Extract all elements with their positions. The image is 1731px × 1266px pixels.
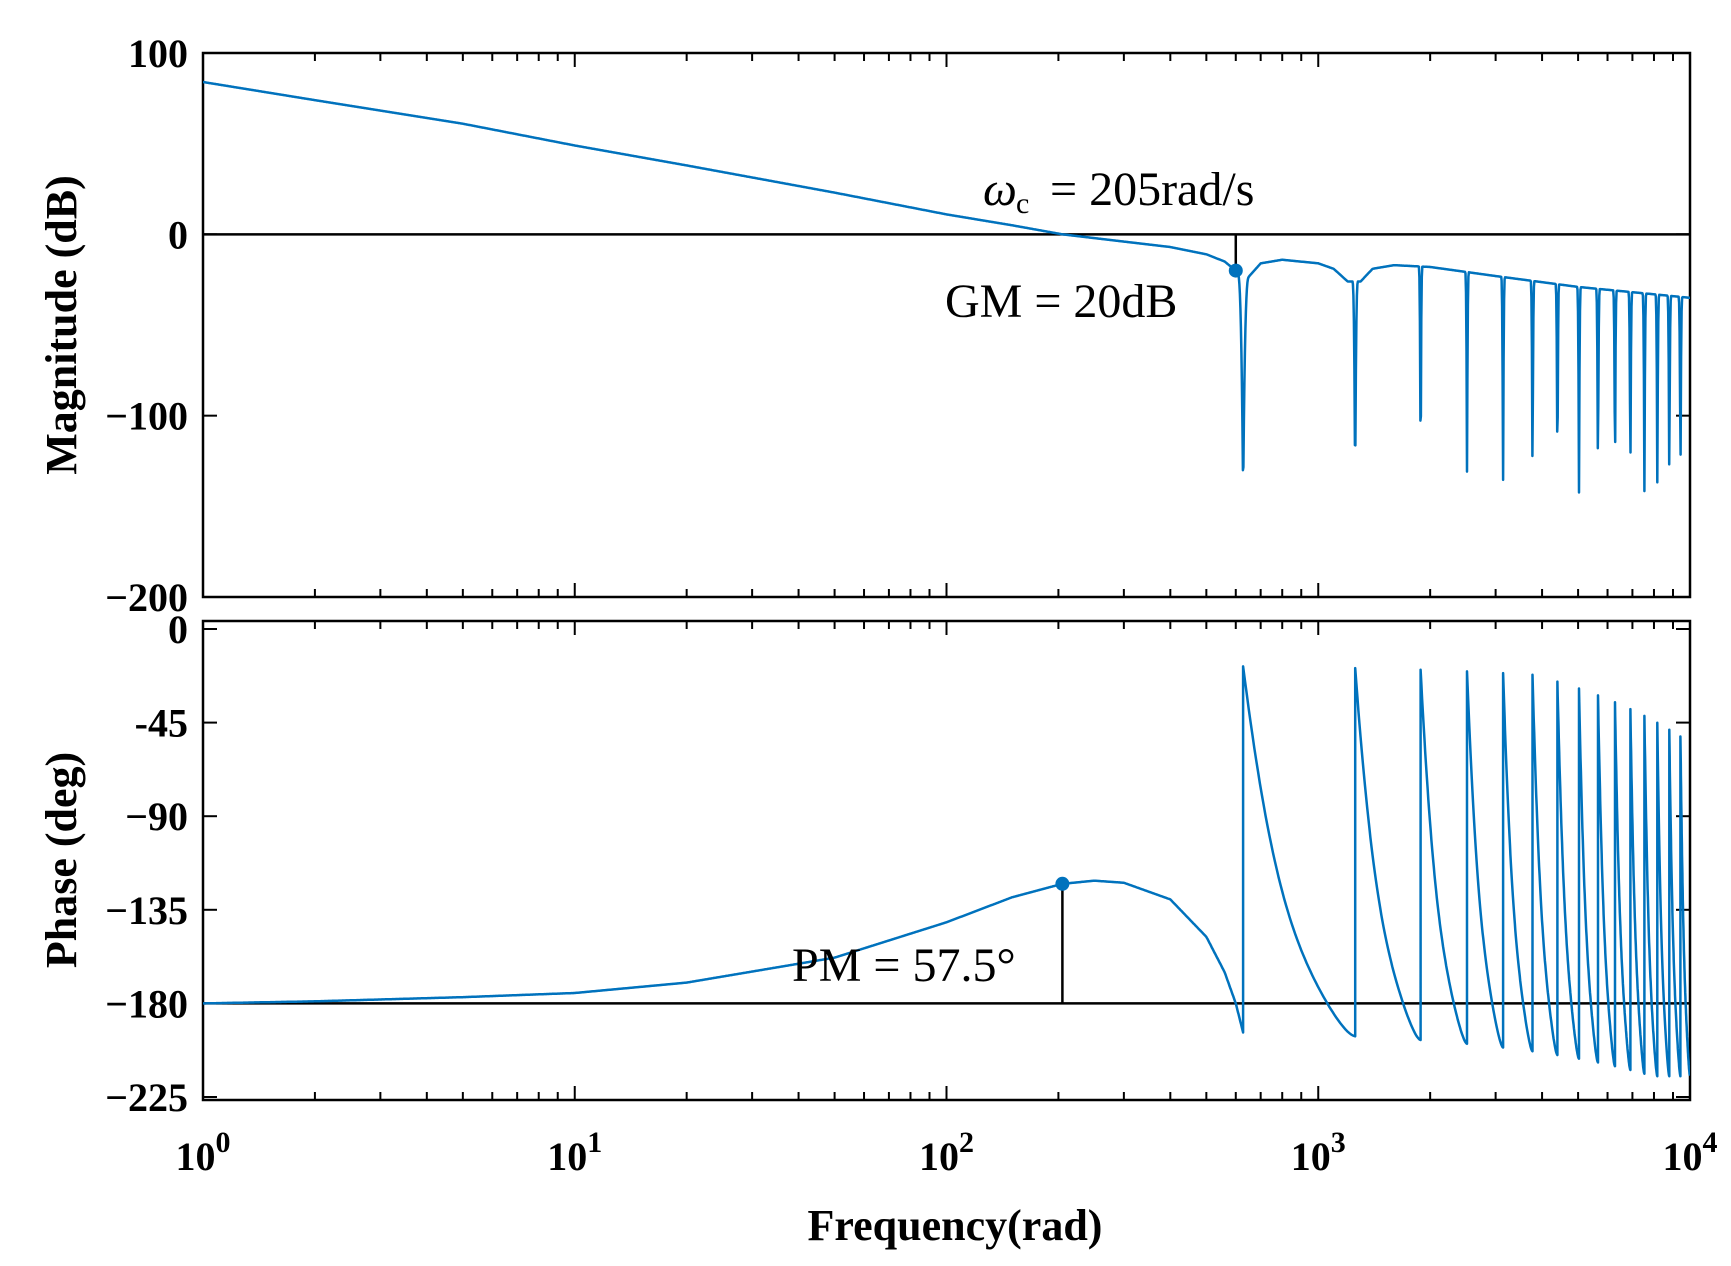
magnitude-y-axis-title: Magnitude (dB) xyxy=(37,175,86,474)
phase-y-tick-label: -45 xyxy=(135,701,188,746)
x-tick-label: 100 xyxy=(176,1126,231,1179)
phase-ticks xyxy=(202,621,1690,1100)
x-axis-title: Frequency(rad) xyxy=(808,1201,1103,1250)
magnitude-y-tick-label: −100 xyxy=(105,394,188,439)
magnitude-y-tick-labels: 100 0 −100 −200 xyxy=(105,31,188,620)
phase-y-tick-label: −135 xyxy=(105,888,188,933)
wc-symbol: ω xyxy=(983,163,1017,216)
phase-y-tick-label: −225 xyxy=(105,1075,188,1120)
phase-y-tick-label: 0 xyxy=(168,607,188,652)
phase-y-tick-label: −180 xyxy=(105,981,188,1026)
magnitude-series-line xyxy=(203,80,1690,494)
phase-series-line xyxy=(203,665,1690,1078)
magnitude-ticks xyxy=(202,52,1690,598)
x-tick-labels: 100 101 102 103 104 xyxy=(176,1126,1718,1179)
wc-annotation: = 205rad/s xyxy=(1050,163,1254,216)
magnitude-y-tick-label: 0 xyxy=(168,212,188,257)
gm-marker-point xyxy=(1228,263,1243,278)
magnitude-y-tick-label: 100 xyxy=(128,31,188,76)
phase-y-tick-label: −90 xyxy=(125,794,188,839)
pm-marker-point xyxy=(1055,876,1070,891)
magnitude-y-tick-label: −200 xyxy=(105,575,188,620)
phase-y-tick-labels: 0 -45 −90 −135 −180 −225 xyxy=(105,607,188,1120)
phase-y-axis-title: Phase (deg) xyxy=(37,752,86,968)
wc-subscript: c xyxy=(1016,187,1029,220)
magnitude-panel: 100 0 −100 −200 ω c = 205rad/s GM = 20dB Ma… xyxy=(37,31,1692,620)
x-tick-label: 104 xyxy=(1663,1126,1718,1179)
gm-annotation: GM = 20dB xyxy=(945,275,1177,328)
x-tick-label: 103 xyxy=(1291,1126,1346,1179)
phase-panel: 0 -45 −90 −135 −180 −225 PM = 57.5° Phase (de… xyxy=(37,607,1718,1250)
x-tick-label: 101 xyxy=(547,1126,602,1179)
x-tick-label: 102 xyxy=(919,1126,974,1179)
pm-annotation: PM = 57.5° xyxy=(792,939,1016,992)
